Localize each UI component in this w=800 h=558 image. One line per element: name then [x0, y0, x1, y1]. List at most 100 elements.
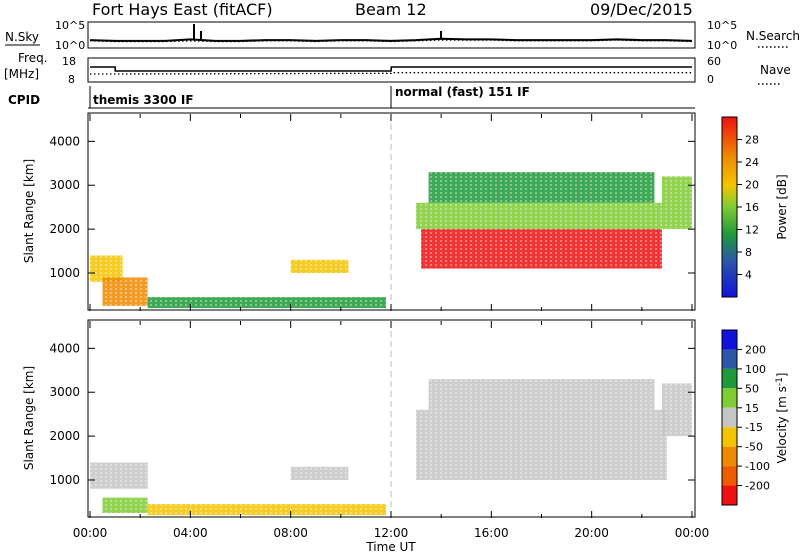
power-x-ticks [89, 114, 693, 311]
power-cbar-tick-label-1: 4 [745, 269, 752, 282]
power-colorbar-label: Power [dB] [775, 174, 789, 239]
velocity-colorbar: 200 100 50 15 -15 -50 -100 -200 Velocity [m s-1… [721, 329, 789, 506]
power-cbar-tick-label-3: 12 [745, 224, 759, 237]
velocity-cbar-band-6 [722, 427, 737, 447]
velocity-region-texture-6 [428, 379, 655, 410]
noise-left-tick-bottom: 10^0 [55, 39, 85, 52]
power-ylabel: Slant Range [km] [22, 159, 36, 263]
power-region-texture-6 [416, 202, 662, 230]
power-region-texture-3 [147, 297, 386, 309]
velocity-colorbar-label: Velocity [m s-1] [775, 373, 789, 464]
velocity-y-ticks: 1000 2000 3000 4000 [49, 341, 695, 487]
velocity-cbar-tick-label-5: -15 [745, 421, 763, 434]
velocity-cbar-tick-label-6: -50 [745, 441, 763, 454]
velocity-xtick-label-2: 04:00 [173, 526, 208, 540]
velocity-x-ticks: 00:00 04:00 08:00 12:00 16:00 20:00 00:00 [73, 321, 710, 540]
nave-label: Nave [760, 63, 791, 77]
freq-left-tick-bottom: 8 [68, 73, 75, 86]
velocity-region-texture-5 [416, 409, 667, 480]
power-y-ticks: 1000 2000 3000 4000 [49, 134, 695, 280]
noise-search-line [89, 39, 693, 43]
frequency-panel: Freq. [MHz] 18 8 60 0 Nave [4, 51, 791, 86]
freq-panel-frame [87, 57, 696, 83]
velocity-cbar-band-9 [722, 485, 737, 505]
velocity-region-texture-4 [290, 466, 349, 480]
noise-left-tick-top: 10^5 [55, 19, 85, 32]
power-region-texture-7 [428, 172, 655, 203]
velocity-cbar-tick-label-1: 200 [745, 343, 766, 356]
date-title: 09/Dec/2015 [590, 0, 693, 19]
power-panel: 1000 2000 3000 4000 Slant Range [km] [22, 112, 696, 311]
velocity-region-texture-7 [661, 383, 692, 437]
freq-left-unit: [MHz] [4, 67, 39, 81]
power-ytick-label-2: 2000 [49, 222, 80, 236]
cpid-entry-1: themis 3300 IF [93, 93, 194, 107]
power-colorbar-ticks: 4 8 12 16 20 24 28 [737, 134, 759, 282]
velocity-xtick-label-3: 08:00 [273, 526, 308, 540]
freq-right-tick-top: 60 [707, 55, 721, 68]
cpid-label: CPID [8, 93, 40, 107]
velocity-cbar-band-5 [722, 407, 737, 428]
noise-panel-frame [87, 21, 696, 49]
power-ytick-label-1: 1000 [49, 266, 80, 280]
velocity-cbar-band-7 [722, 446, 737, 467]
noise-right-tick-bottom: 10^0 [707, 39, 737, 52]
velocity-ylabel: Slant Range [km] [22, 366, 36, 470]
power-cbar-tick-label-4: 16 [745, 201, 759, 214]
velocity-xtick-label-7: 00:00 [675, 526, 710, 540]
freq-left-label: Freq. [18, 51, 48, 65]
cpid-entry-2: normal (fast) 151 IF [395, 85, 530, 99]
nave-line [90, 72, 692, 75]
velocity-cbar-band-3 [722, 368, 737, 389]
power-cbar-tick-label-2: 8 [745, 246, 752, 259]
noise-sky-line [89, 37, 693, 42]
power-region-texture-5 [421, 229, 662, 269]
velocity-region-texture-3 [147, 504, 386, 516]
velocity-ytick-label-4: 4000 [49, 341, 80, 355]
noise-left-label: N.Sky [5, 30, 39, 44]
power-cbar-tick-label-7: 28 [745, 134, 759, 147]
station-title: Fort Hays East (fitACF) [92, 0, 273, 19]
velocity-cbar-tick-label-7: -100 [745, 460, 770, 473]
velocity-xlabel: Time UT [365, 540, 416, 554]
velocity-cbar-tick-label-3: 50 [745, 382, 759, 395]
noise-right-label: N.Search [746, 29, 800, 43]
power-ytick-label-4: 4000 [49, 134, 80, 148]
velocity-ytick-label-2: 2000 [49, 429, 80, 443]
velocity-cbar-band-4 [722, 388, 737, 408]
velocity-ytick-label-1: 1000 [49, 473, 80, 487]
power-cbar-tick-label-5: 20 [745, 179, 759, 192]
velocity-colorbar-strip [721, 329, 738, 506]
velocity-xtick-label-1: 00:00 [73, 526, 108, 540]
velocity-xtick-label-5: 16:00 [474, 526, 509, 540]
velocity-xtick-label-6: 20:00 [574, 526, 609, 540]
cpid-row: CPID themis 3300 IF normal (fast) 151 IF [8, 85, 695, 109]
velocity-cbar-tick-label-8: -200 [745, 480, 770, 493]
velocity-data-regions [90, 379, 692, 516]
velocity-cbar-band-2 [722, 349, 737, 369]
beam-title: Beam 12 [355, 0, 427, 19]
velocity-panel: 1000 2000 3000 4000 00:00 04:00 08:00 12:00 16:… [22, 319, 710, 554]
velocity-cbar-tick-label-4: 15 [745, 402, 759, 415]
power-region-texture-4 [290, 259, 349, 273]
power-colorbar-strip [721, 116, 738, 298]
power-colorbar: 4 8 12 16 20 24 28 Power [dB] [721, 116, 789, 298]
velocity-ytick-label-3: 3000 [49, 385, 80, 399]
noise-right-tick-top: 10^5 [707, 19, 737, 32]
power-cbar-tick-label-6: 24 [745, 156, 759, 169]
power-region-texture-2 [102, 277, 148, 306]
freq-left-tick-top: 18 [62, 55, 76, 68]
freq-right-tick-bottom: 0 [707, 73, 714, 86]
velocity-colorbar-ticks: 200 100 50 15 -15 -50 -100 -200 [737, 343, 770, 493]
velocity-cbar-band-8 [722, 466, 737, 486]
velocity-cbar-frame [721, 329, 738, 506]
velocity-xtick-label-4: 12:00 [374, 526, 409, 540]
velocity-region-texture-1 [90, 462, 148, 489]
freq-line [90, 66, 692, 72]
noise-panel: N.Sky 10^5 10^0 10^5 10^0 N.Search [5, 19, 800, 52]
velocity-cbar-tick-label-2: 100 [745, 363, 766, 376]
velocity-cbar-band-1 [722, 330, 737, 350]
power-region-texture-8 [661, 176, 692, 230]
